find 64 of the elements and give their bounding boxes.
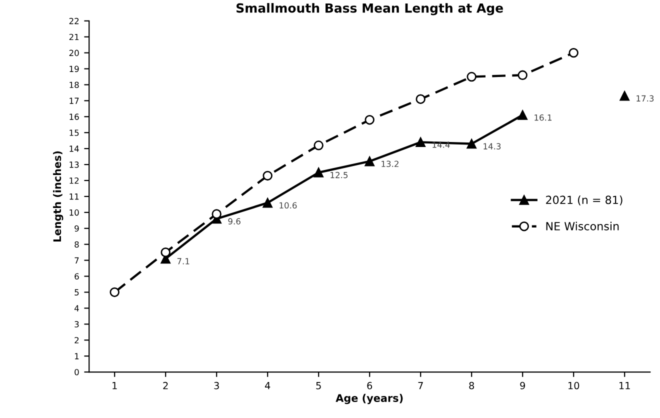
- data-label: 9.6: [228, 218, 240, 224]
- x-tick-label: 11: [619, 382, 630, 390]
- y-tick-label: 4: [74, 305, 79, 312]
- y-tick-label: 8: [74, 241, 79, 248]
- data-label: 17.3: [636, 95, 654, 102]
- y-tick-label: 15: [70, 130, 79, 136]
- y-tick-label: 13: [70, 162, 79, 168]
- x-tick-label: 1: [112, 382, 117, 390]
- y-tick-label: 6: [74, 273, 79, 280]
- data-label: 14.3: [484, 143, 501, 150]
- x-tick-label: 10: [568, 382, 580, 390]
- y-tick-label: 7: [74, 257, 79, 264]
- point: [262, 198, 272, 208]
- x-tick-label: 7: [418, 382, 423, 390]
- x-tick-label: 8: [469, 382, 474, 390]
- y-tick-label: 20: [69, 50, 79, 56]
- chart-title: Smallmouth Bass Mean Length at Age: [236, 3, 503, 16]
- y-tick-label: 16: [70, 114, 79, 120]
- point: [518, 110, 528, 120]
- point: [314, 140, 324, 150]
- x-tick-label: 5: [316, 382, 321, 390]
- y-tick-label: 17: [70, 98, 79, 104]
- point: [364, 156, 374, 166]
- x-axis-title: Age (years): [336, 394, 403, 404]
- point: [466, 72, 476, 82]
- x-tick-label: 3: [214, 382, 219, 390]
- data-label: 13.2: [382, 160, 398, 168]
- y-tick-label: 2: [74, 337, 79, 344]
- data-label: 7.1: [177, 258, 190, 264]
- y-tick-label: 1: [74, 353, 79, 360]
- y-tick-label: 22: [69, 18, 79, 24]
- point: [416, 94, 426, 104]
- y-tick-label: 14: [70, 146, 79, 152]
- y-tick-label: 12: [70, 177, 79, 184]
- point: [416, 137, 426, 148]
- point: [518, 70, 528, 80]
- point: [262, 170, 272, 181]
- point: [212, 209, 222, 219]
- legend-label: 2021 (n = 81): [546, 195, 622, 206]
- point: [568, 48, 578, 58]
- point: [160, 247, 170, 258]
- point: [466, 138, 476, 149]
- y-tick-label: 9: [74, 225, 79, 232]
- x-tick-label: 6: [367, 382, 372, 390]
- y-tick-label: 10: [70, 209, 79, 216]
- x-tick-label: 4: [264, 382, 270, 390]
- x-tick-label: 2: [163, 382, 168, 390]
- y-tick-label: 5: [74, 289, 79, 296]
- data-label: 12.5: [330, 172, 348, 178]
- y-tick-label: 18: [70, 82, 79, 88]
- data-label: 16.1: [534, 114, 552, 121]
- point: [364, 114, 374, 125]
- y-tick-label: 19: [70, 66, 79, 72]
- y-tick-label: 3: [74, 321, 79, 328]
- y-tick-label: 11: [70, 194, 79, 200]
- x-tick-label: 9: [520, 382, 526, 390]
- point: [314, 168, 324, 178]
- y-tick-label: 0: [74, 369, 79, 376]
- point: [620, 91, 630, 101]
- point: [110, 287, 120, 298]
- legend-label: NE Wisconsin: [546, 222, 619, 230]
- data-label: 10.6: [280, 202, 297, 209]
- y-tick-label: 21: [69, 34, 79, 40]
- y-axis-title: Length (inches): [53, 151, 64, 242]
